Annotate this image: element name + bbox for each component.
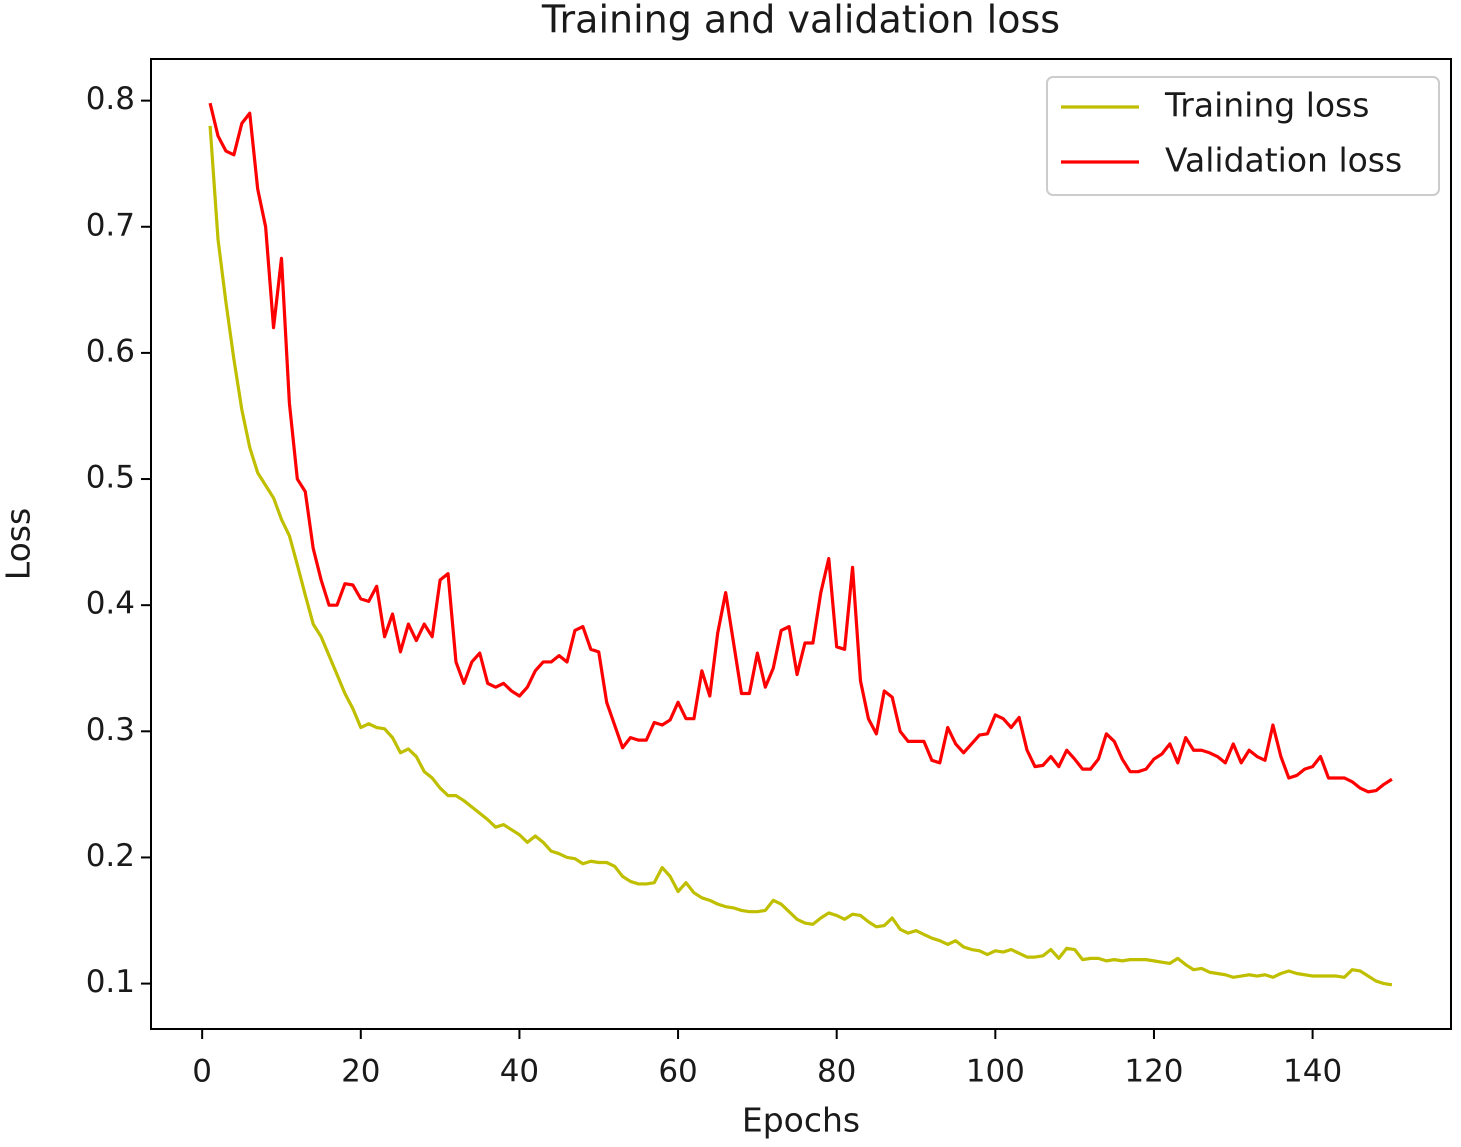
x-tick-label: 120: [1124, 1054, 1183, 1090]
x-tick-label: 140: [1283, 1054, 1342, 1090]
legend: Training loss Validation loss: [1046, 76, 1440, 196]
y-tick-label: 0.5: [86, 460, 135, 496]
y-tick-label: 0.1: [86, 964, 135, 1000]
y-tick-label: 0.7: [86, 207, 135, 243]
x-tick-label: 0: [192, 1054, 212, 1090]
plot-frame: [150, 58, 1452, 1030]
x-tick-label: 80: [817, 1054, 856, 1090]
chart-title: Training and validation loss: [541, 0, 1060, 42]
series-line: [208, 102, 1393, 794]
x-axis-label: Epochs: [742, 1101, 860, 1140]
x-tick-label: 60: [658, 1054, 697, 1090]
x-tick-label: 40: [500, 1054, 539, 1090]
y-tick-label: 0.6: [86, 333, 135, 369]
legend-box: [1046, 76, 1440, 196]
series-line: [208, 125, 1393, 987]
y-tick-label: 0.2: [86, 838, 135, 874]
legend-label: Training loss: [1164, 86, 1369, 125]
y-tick-label: 0.4: [86, 586, 135, 622]
x-tick-label: 100: [966, 1054, 1025, 1090]
legend-label: Validation loss: [1165, 141, 1402, 180]
x-tick-label: 20: [341, 1054, 380, 1090]
y-axis-label: Loss: [0, 508, 38, 580]
y-tick-label: 0.3: [86, 712, 135, 748]
y-tick-label: 0.8: [86, 81, 135, 117]
